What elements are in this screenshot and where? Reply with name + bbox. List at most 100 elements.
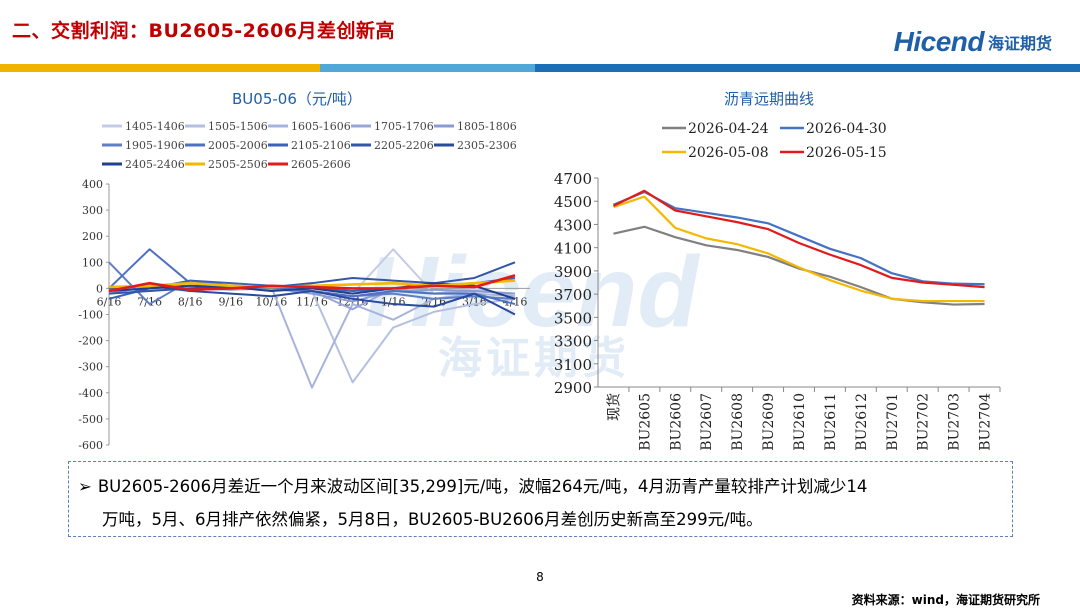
legend-label: 1405-1406 bbox=[125, 120, 185, 133]
x-tick-label: BU2704 bbox=[978, 393, 994, 451]
y-tick-label: 3900 bbox=[554, 263, 592, 281]
series-line bbox=[613, 225, 985, 306]
x-tick-label: 1/16 bbox=[381, 295, 406, 308]
legend-label: 1705-1706 bbox=[374, 120, 434, 133]
arrow-bullet-icon: ➢ bbox=[78, 477, 92, 496]
legend-label: 2026-05-15 bbox=[806, 145, 887, 161]
commentary-line-2: 万吨，5月、6月排产依然偏紧，5月8日，BU2605-BU2606月差创历史新高… bbox=[102, 510, 763, 529]
x-tick-label: BU2606 bbox=[668, 393, 684, 451]
legend-label: 2026-04-24 bbox=[688, 121, 769, 137]
dark-blue-bar bbox=[535, 64, 1080, 72]
legend-item: 2026-04-24 bbox=[662, 121, 769, 137]
x-tick-label: BU2612 bbox=[854, 393, 870, 451]
y-tick-label: 400 bbox=[82, 178, 103, 191]
legend-item: 1805-1806 bbox=[434, 120, 517, 133]
right-chart-title: 沥青远期曲线 bbox=[724, 90, 815, 108]
y-tick-label: -400 bbox=[78, 387, 103, 400]
x-tick-label: BU2701 bbox=[885, 393, 901, 451]
x-tick-label: BU2610 bbox=[792, 393, 808, 451]
y-tick-label: 300 bbox=[82, 204, 103, 217]
logo-text-en: Hicend bbox=[893, 26, 985, 57]
x-tick-label: BU2607 bbox=[699, 393, 715, 451]
x-tick-label: BU2703 bbox=[947, 393, 963, 451]
y-tick-label: 2900 bbox=[554, 379, 592, 397]
legend-item: 1505-1506 bbox=[185, 120, 268, 133]
legend-label: 1505-1506 bbox=[208, 120, 268, 133]
y-tick-label: 100 bbox=[82, 256, 103, 269]
legend-item: 2026-04-30 bbox=[780, 121, 887, 137]
data-source: 资料来源：wind，海证期货研究所 bbox=[851, 593, 1040, 607]
legend-item: 1405-1406 bbox=[102, 120, 185, 133]
y-tick-label: -300 bbox=[78, 361, 103, 374]
y-tick-label: 4300 bbox=[554, 216, 592, 234]
legend-item: 2026-05-08 bbox=[662, 145, 769, 161]
page-number: 8 bbox=[536, 570, 544, 584]
legend-item: 2405-2406 bbox=[102, 158, 185, 171]
legend-label: 2005-2006 bbox=[208, 139, 268, 152]
x-tick-label: 7/16 bbox=[137, 295, 162, 308]
legend-label: 2026-05-08 bbox=[688, 145, 769, 161]
x-tick-label: BU2609 bbox=[761, 393, 777, 451]
y-tick-label: 200 bbox=[82, 230, 103, 243]
hicend-logo: Hicend 海证期货 bbox=[894, 26, 1052, 58]
y-tick-label: -100 bbox=[78, 309, 103, 322]
x-tick-label: BU2605 bbox=[637, 393, 653, 451]
x-tick-label: BU2611 bbox=[823, 393, 839, 451]
commentary-line-1: BU2605-2606月差近一个月来波动区间[35,299]元/吨，波幅264元… bbox=[97, 477, 868, 496]
spread-chart: 1405-1406 1505-1506 1605-1606 1705-1706 1805… bbox=[78, 120, 530, 452]
forward-curve-chart: 2026-04-24 2026-04-30 2026-05-08 2026-05-15… bbox=[554, 121, 1001, 451]
legend-item: 1905-1906 bbox=[102, 139, 185, 152]
y-tick-label: 3300 bbox=[554, 333, 592, 351]
legend-item: 2605-2606 bbox=[268, 158, 351, 171]
legend-label: 2105-2106 bbox=[291, 139, 351, 152]
x-tick-label: 10/16 bbox=[256, 295, 288, 308]
series-line bbox=[108, 284, 516, 316]
legend-label: 1805-1806 bbox=[457, 120, 517, 133]
y-tick-label: -600 bbox=[78, 439, 103, 452]
legend-item: 2026-05-15 bbox=[780, 145, 887, 161]
series-line bbox=[613, 195, 985, 303]
series-line bbox=[612, 189, 985, 289]
legend-label: 1905-1906 bbox=[125, 139, 185, 152]
light-blue-bar bbox=[320, 64, 535, 72]
y-tick-label: 3700 bbox=[554, 286, 592, 304]
logo-text-cn: 海证期货 bbox=[987, 34, 1052, 53]
y-tick-label: 3100 bbox=[554, 356, 592, 374]
left-chart-title: BU05-06（元/吨） bbox=[232, 90, 362, 108]
x-tick-label: 6/16 bbox=[97, 295, 122, 308]
y-tick-label: -200 bbox=[78, 335, 103, 348]
page-title: 二、交割利润：BU2605-2606月差创新高 bbox=[12, 19, 396, 42]
y-tick-label: 4100 bbox=[554, 240, 592, 258]
legend-label: 2605-2606 bbox=[291, 158, 351, 171]
x-tick-label: 现货 bbox=[605, 393, 622, 421]
legend-item: 2305-2306 bbox=[434, 139, 517, 152]
y-tick-label: -500 bbox=[78, 413, 103, 426]
legend-item: 2105-2106 bbox=[268, 139, 351, 152]
commentary-box bbox=[68, 461, 1013, 537]
legend-label: 2205-2206 bbox=[374, 139, 434, 152]
x-tick-label: BU2702 bbox=[916, 393, 932, 451]
y-tick-label: 4700 bbox=[554, 170, 592, 188]
legend-item: 1705-1706 bbox=[351, 120, 434, 133]
legend-item: 1605-1606 bbox=[268, 120, 351, 133]
series-line bbox=[613, 190, 985, 286]
gold-bar bbox=[0, 64, 320, 72]
series-line bbox=[108, 279, 516, 289]
y-tick-label: 0 bbox=[96, 282, 103, 295]
legend-label: 2305-2306 bbox=[457, 139, 517, 152]
x-tick-label: 8/16 bbox=[178, 295, 203, 308]
series-line bbox=[108, 274, 516, 293]
commentary: ➢ BU2605-2606月差近一个月来波动区间[35,299]元/吨，波幅264… bbox=[78, 470, 1008, 536]
watermark-cn: 海证期货 bbox=[438, 333, 630, 384]
x-tick-label: 9/16 bbox=[218, 295, 243, 308]
legend-item: 2005-2006 bbox=[185, 139, 268, 152]
legend-item: 2205-2206 bbox=[351, 139, 434, 152]
legend-label: 2505-2506 bbox=[208, 158, 268, 171]
legend-label: 1605-1606 bbox=[291, 120, 351, 133]
legend-label: 2026-04-30 bbox=[806, 121, 887, 137]
x-tick-label: BU2608 bbox=[730, 393, 746, 451]
y-tick-label: 3500 bbox=[554, 309, 592, 327]
header-color-bars bbox=[0, 64, 1080, 72]
x-tick-label: 11/16 bbox=[296, 295, 328, 308]
legend-item: 2505-2506 bbox=[185, 158, 268, 171]
